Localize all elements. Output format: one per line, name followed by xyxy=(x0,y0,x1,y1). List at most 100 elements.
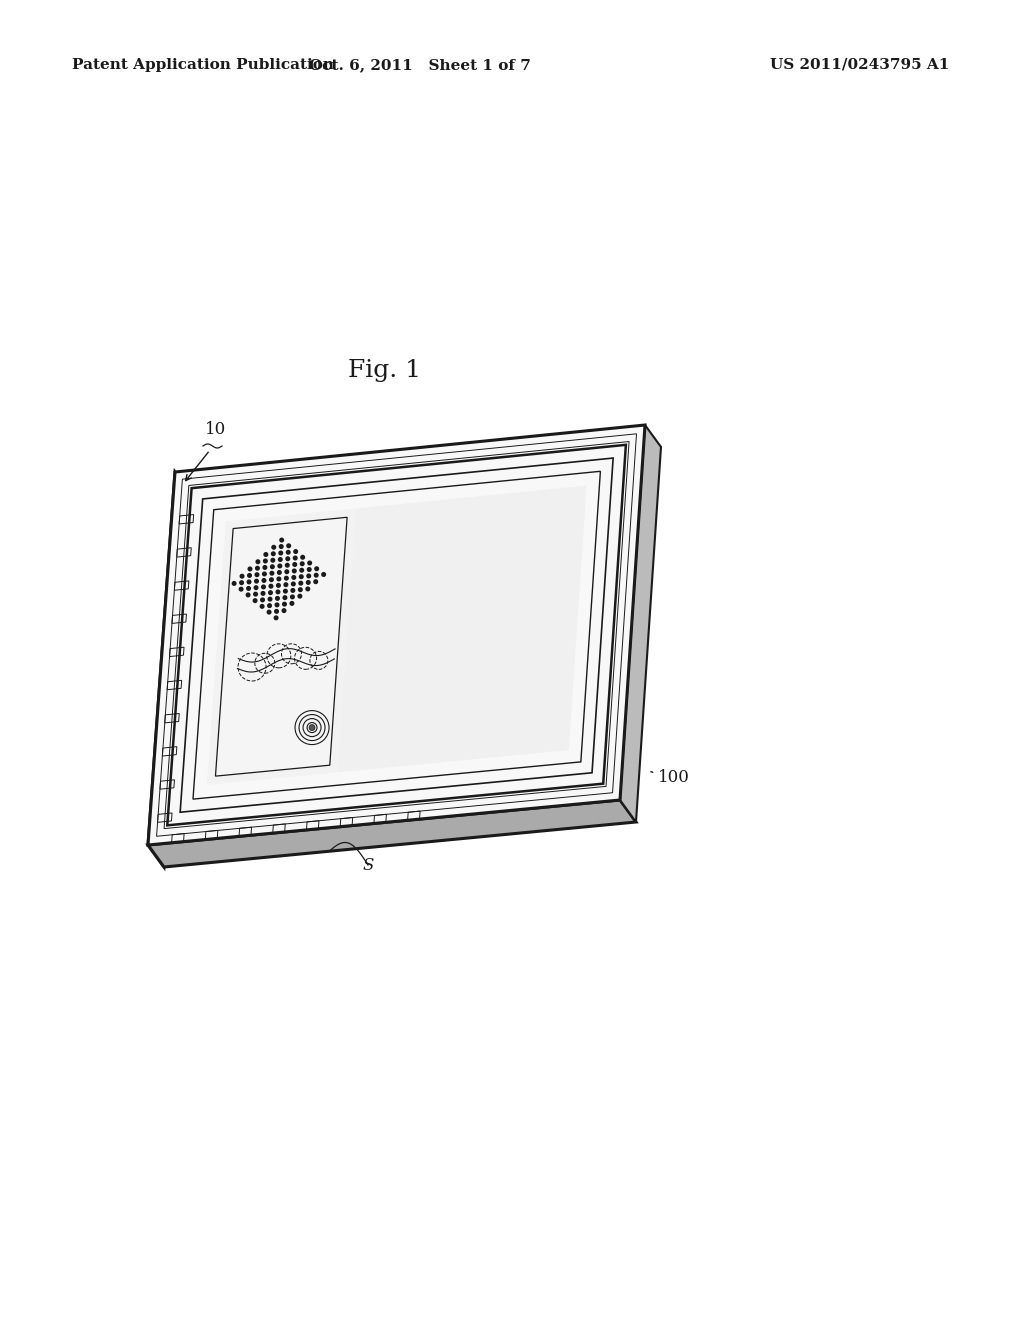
Circle shape xyxy=(301,556,304,560)
Circle shape xyxy=(287,550,290,554)
Text: 100: 100 xyxy=(658,770,690,787)
Text: Oct. 6, 2011   Sheet 1 of 7: Oct. 6, 2011 Sheet 1 of 7 xyxy=(309,58,530,73)
Circle shape xyxy=(314,566,318,570)
Circle shape xyxy=(298,594,302,598)
Circle shape xyxy=(263,566,266,569)
Circle shape xyxy=(253,599,257,602)
Circle shape xyxy=(307,574,310,578)
Circle shape xyxy=(275,597,280,601)
Circle shape xyxy=(262,585,265,589)
Circle shape xyxy=(300,569,303,572)
Circle shape xyxy=(261,598,264,602)
Circle shape xyxy=(232,582,236,585)
Circle shape xyxy=(284,583,288,586)
Circle shape xyxy=(267,603,271,607)
Circle shape xyxy=(309,725,315,730)
Polygon shape xyxy=(207,508,355,785)
Circle shape xyxy=(278,577,281,581)
Circle shape xyxy=(314,573,318,577)
Circle shape xyxy=(271,552,275,556)
Circle shape xyxy=(284,595,287,599)
Circle shape xyxy=(306,587,309,591)
Circle shape xyxy=(248,568,252,570)
Polygon shape xyxy=(337,486,587,772)
Circle shape xyxy=(322,573,326,577)
Circle shape xyxy=(275,603,279,607)
Circle shape xyxy=(285,577,288,579)
Circle shape xyxy=(290,602,294,605)
Polygon shape xyxy=(620,425,662,822)
Circle shape xyxy=(286,564,289,568)
Circle shape xyxy=(292,576,296,579)
Circle shape xyxy=(278,570,282,574)
Polygon shape xyxy=(148,425,645,845)
Circle shape xyxy=(283,602,287,606)
Circle shape xyxy=(240,587,243,591)
Circle shape xyxy=(280,545,283,548)
Circle shape xyxy=(270,565,274,569)
Circle shape xyxy=(241,574,244,578)
Circle shape xyxy=(286,557,290,561)
Circle shape xyxy=(240,581,244,585)
Circle shape xyxy=(269,578,273,582)
Polygon shape xyxy=(148,800,636,867)
Circle shape xyxy=(306,581,310,585)
Text: US 2011/0243795 A1: US 2011/0243795 A1 xyxy=(770,58,949,73)
Circle shape xyxy=(276,583,281,587)
Circle shape xyxy=(274,610,279,614)
Circle shape xyxy=(294,556,297,560)
Text: Patent Application Publication: Patent Application Publication xyxy=(72,58,334,73)
Circle shape xyxy=(308,561,311,565)
Circle shape xyxy=(292,582,295,586)
Circle shape xyxy=(269,585,272,587)
Circle shape xyxy=(254,586,258,590)
Circle shape xyxy=(268,598,271,601)
Polygon shape xyxy=(148,473,191,867)
Circle shape xyxy=(255,579,258,583)
Circle shape xyxy=(279,557,282,561)
Circle shape xyxy=(287,544,291,548)
Circle shape xyxy=(280,539,284,541)
Circle shape xyxy=(307,568,311,572)
Circle shape xyxy=(283,609,286,612)
Circle shape xyxy=(254,593,257,595)
Circle shape xyxy=(260,605,264,609)
Circle shape xyxy=(293,569,296,573)
Circle shape xyxy=(255,573,259,577)
Circle shape xyxy=(247,586,250,590)
Circle shape xyxy=(247,593,250,597)
Circle shape xyxy=(300,562,304,565)
Circle shape xyxy=(279,564,282,568)
Circle shape xyxy=(256,566,259,570)
Circle shape xyxy=(274,616,278,619)
Circle shape xyxy=(270,572,273,576)
Circle shape xyxy=(299,576,303,578)
Circle shape xyxy=(263,560,267,562)
Circle shape xyxy=(279,552,283,554)
Circle shape xyxy=(291,595,294,599)
Circle shape xyxy=(299,581,303,585)
Circle shape xyxy=(247,579,251,583)
Polygon shape xyxy=(215,517,347,776)
Circle shape xyxy=(272,545,275,549)
Circle shape xyxy=(299,587,302,591)
Circle shape xyxy=(268,591,272,594)
Circle shape xyxy=(291,589,295,593)
Circle shape xyxy=(294,549,298,553)
Circle shape xyxy=(262,578,266,582)
Circle shape xyxy=(276,590,280,594)
Circle shape xyxy=(264,553,267,556)
Text: 10: 10 xyxy=(205,421,226,438)
Circle shape xyxy=(271,558,274,562)
Circle shape xyxy=(314,579,317,583)
Circle shape xyxy=(293,562,297,566)
Circle shape xyxy=(248,574,251,577)
Circle shape xyxy=(285,570,289,573)
Circle shape xyxy=(284,589,287,593)
Circle shape xyxy=(262,572,266,576)
Circle shape xyxy=(256,560,260,564)
Text: Fig. 1: Fig. 1 xyxy=(348,359,422,381)
Text: S: S xyxy=(362,857,374,874)
Circle shape xyxy=(261,591,265,595)
Circle shape xyxy=(267,610,271,614)
